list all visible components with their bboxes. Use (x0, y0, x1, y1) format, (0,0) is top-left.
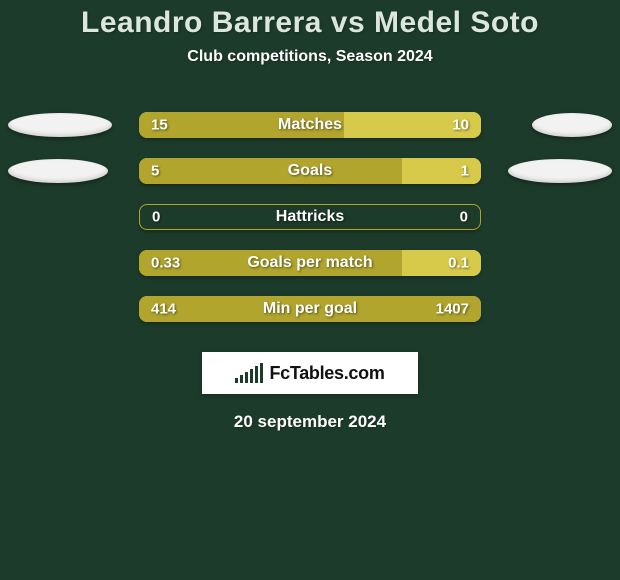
stat-metric-label: Matches (278, 116, 342, 134)
generated-date: 20 september 2024 (0, 412, 620, 432)
stat-metric-label: Hattricks (276, 208, 344, 226)
stat-bar-right-seg (402, 158, 481, 184)
stat-bar-left-seg (139, 158, 402, 184)
stat-right-value: 1 (461, 163, 469, 180)
stat-right-value: 0 (460, 209, 468, 226)
player-right-ellipse (508, 159, 612, 183)
stat-left-value: 0.33 (151, 255, 180, 272)
player-left-ellipse (8, 159, 108, 183)
stat-bar: 15 Matches 10 (139, 112, 481, 138)
comparison-infographic: Leandro Barrera vs Medel Soto Club compe… (0, 0, 620, 580)
stat-left-value: 0 (152, 209, 160, 226)
player-right-ellipse (532, 113, 612, 137)
stat-right-value: 1407 (436, 301, 469, 318)
stat-metric-label: Goals per match (247, 254, 372, 272)
stat-right-value: 10 (452, 117, 469, 134)
stat-bar: 0.33 Goals per match 0.1 (139, 250, 481, 276)
stat-metric-label: Goals (288, 162, 332, 180)
stat-right-value: 0.1 (448, 255, 469, 272)
stat-bar-right-seg (402, 250, 481, 276)
subtitle: Club competitions, Season 2024 (0, 48, 620, 66)
comparison-row: 5 Goals 1 (0, 148, 620, 194)
comparison-rows: 15Matches105Goals10Hattricks00.33Goals p… (0, 102, 620, 332)
comparison-row: 414 Min per goal 1407 (0, 286, 620, 332)
player-left-ellipse (8, 113, 112, 137)
stat-bar: 0 Hattricks 0 (139, 204, 481, 230)
logo-text: FcTables.com (269, 363, 384, 384)
stat-bar: 414 Min per goal 1407 (139, 296, 481, 322)
comparison-row: 0 Hattricks 0 (0, 194, 620, 240)
stat-left-value: 15 (151, 117, 168, 134)
stat-left-value: 414 (151, 301, 176, 318)
logo-bars-icon (235, 363, 263, 383)
stat-bar: 5 Goals 1 (139, 158, 481, 184)
stat-metric-label: Min per goal (263, 300, 357, 318)
stat-left-value: 5 (151, 163, 159, 180)
fctables-logo: FcTables.com (202, 352, 418, 394)
comparison-row: 0.33 Goals per match 0.1 (0, 240, 620, 286)
page-title: Leandro Barrera vs Medel Soto (0, 0, 620, 40)
comparison-row: 15 Matches 10 (0, 102, 620, 148)
